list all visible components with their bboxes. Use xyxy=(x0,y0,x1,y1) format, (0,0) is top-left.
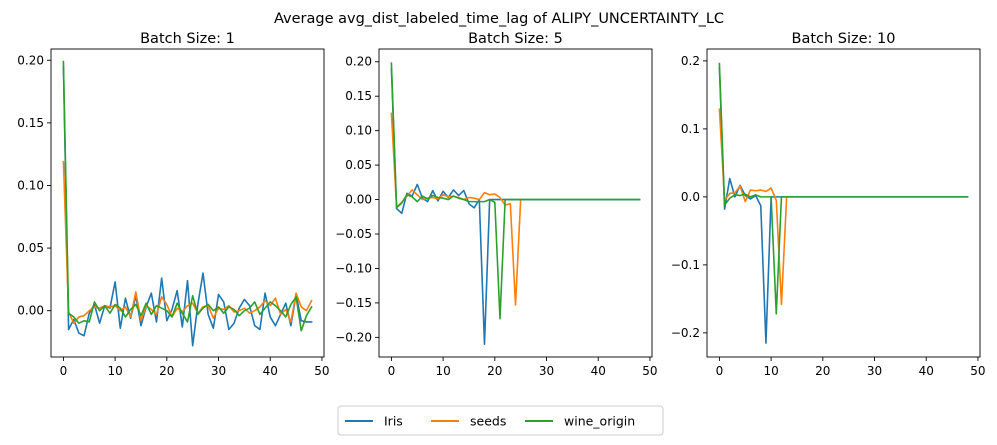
x-tick-label: 30 xyxy=(539,364,554,378)
y-tick-label: 0.05 xyxy=(17,241,44,255)
subplot-title: Batch Size: 1 xyxy=(140,31,235,47)
legend-label-wine-origin: wine_origin xyxy=(564,414,635,429)
x-tick-label: 50 xyxy=(314,364,329,378)
y-tick-label: −0.10 xyxy=(335,261,372,275)
x-tick-label: 0 xyxy=(60,364,68,378)
y-tick-label: 0.15 xyxy=(345,89,372,103)
series-line-wine-origin xyxy=(62,60,313,332)
y-tick-label: 0.20 xyxy=(345,55,372,69)
y-tick-label: −0.20 xyxy=(335,330,372,344)
x-tick-label: 0 xyxy=(716,364,724,378)
x-tick-label: 40 xyxy=(919,364,934,378)
plot-frame xyxy=(378,48,653,358)
x-tick-label: 10 xyxy=(763,364,778,378)
y-tick-label: −0.1 xyxy=(671,258,700,272)
x-tick-label: 20 xyxy=(159,364,174,378)
y-tick-label: 0.10 xyxy=(17,178,44,192)
legend-label-iris: Iris xyxy=(384,414,403,429)
figure-title: Average avg_dist_labeled_time_lag of ALI… xyxy=(274,11,724,27)
subplot-title: Batch Size: 5 xyxy=(468,31,563,47)
subplot-batch-size-1: Batch Size: 1 0 10 20 30 40 50 0.00 0.05 0.10 0.1… xyxy=(17,31,329,378)
x-tick-label: 10 xyxy=(435,364,450,378)
x-tick-label: 50 xyxy=(970,364,985,378)
y-tick-label: 0.20 xyxy=(17,53,44,67)
x-tick-label: 40 xyxy=(263,364,278,378)
legend-label-seeds: seeds xyxy=(470,414,506,429)
x-tick-label: 40 xyxy=(591,364,606,378)
y-tick-label: 0.10 xyxy=(345,124,372,138)
y-tick-label: 0.2 xyxy=(681,54,700,68)
x-tick-label: 50 xyxy=(642,364,657,378)
subplot-title: Batch Size: 10 xyxy=(792,31,896,47)
y-tick-label: 0.0 xyxy=(681,190,700,204)
y-tick-label: −0.05 xyxy=(335,227,372,241)
plot-frame xyxy=(706,48,981,358)
x-tick-label: 20 xyxy=(815,364,830,378)
y-tick-label: 0.00 xyxy=(17,304,44,318)
series-line-seeds xyxy=(718,108,788,306)
y-tick-label: −0.2 xyxy=(671,326,700,340)
y-tick-label: 0.1 xyxy=(681,122,700,136)
series-line-wine-origin xyxy=(718,62,969,315)
y-tick-label: −0.15 xyxy=(335,296,372,310)
x-tick-label: 30 xyxy=(867,364,882,378)
x-tick-label: 30 xyxy=(211,364,226,378)
plot-frame xyxy=(50,48,325,358)
subplot-batch-size-10: Batch Size: 10 0 10 20 30 40 50 −0.2 −0.1 0.0 0.1… xyxy=(671,31,986,378)
y-tick-label: 0.00 xyxy=(345,193,372,207)
legend-frame xyxy=(337,405,664,436)
subplot-batch-size-5: Batch Size: 5 0 10 20 30 40 50 −0.20 −0.15 −0.10… xyxy=(335,31,657,378)
legend: Iris seeds wine_origin xyxy=(337,405,664,436)
x-tick-label: 0 xyxy=(388,364,396,378)
y-tick-label: 0.15 xyxy=(17,116,44,130)
y-tick-label: 0.05 xyxy=(345,158,372,172)
series-line-wine-origin xyxy=(390,62,641,320)
x-tick-label: 10 xyxy=(107,364,122,378)
x-tick-label: 20 xyxy=(487,364,502,378)
